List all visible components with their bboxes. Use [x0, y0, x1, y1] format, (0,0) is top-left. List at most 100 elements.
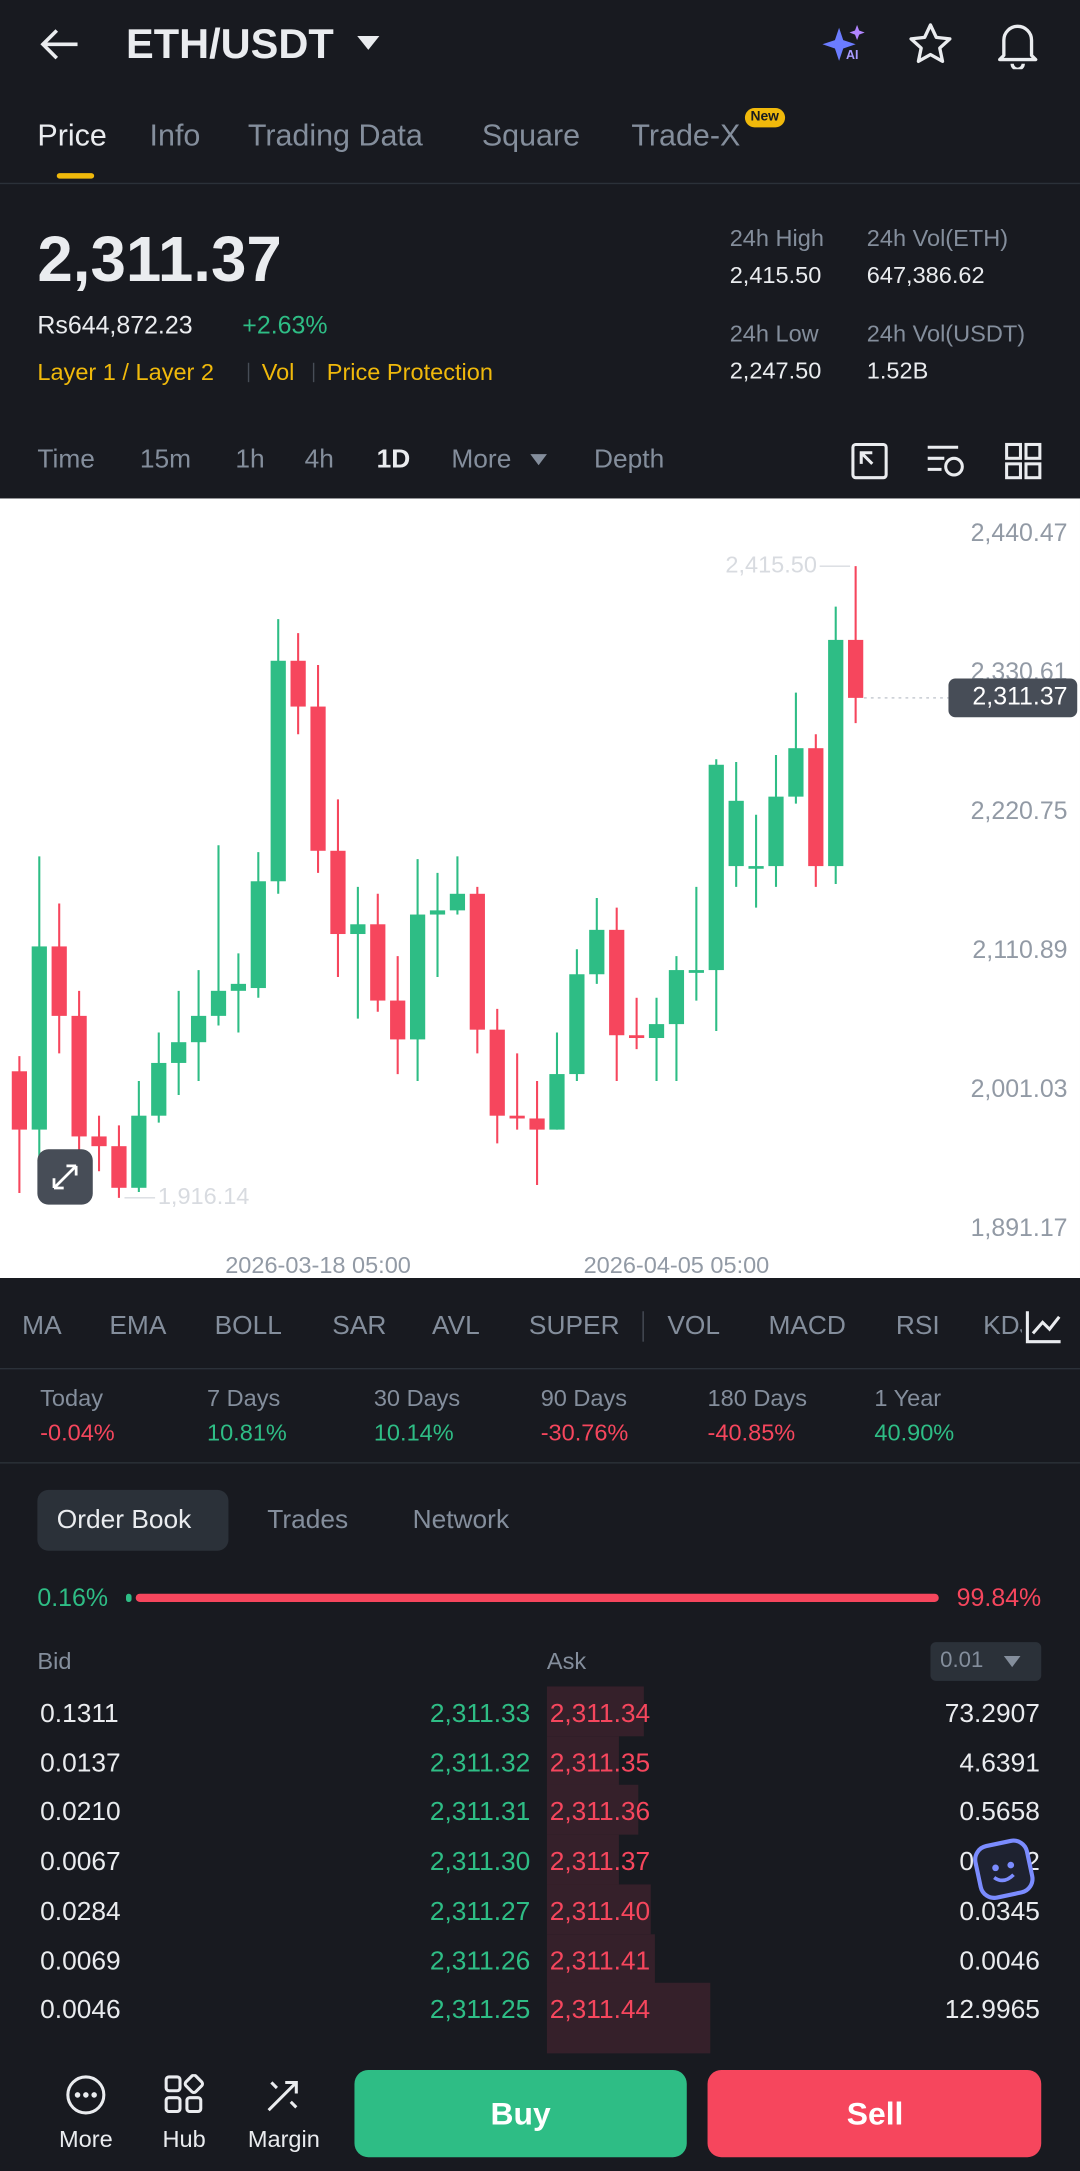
- candle-body: [848, 639, 864, 698]
- sell-button[interactable]: [707, 2069, 1042, 2158]
- candle-body: [350, 924, 366, 935]
- stat-value: 647,386.62: [866, 262, 985, 289]
- stat-value: 1.52B: [866, 357, 929, 385]
- book-tab[interactable]: Network: [412, 1505, 510, 1535]
- period-label: 7 Days: [206, 1385, 281, 1412]
- bid-price[interactable]: 2,311.30: [429, 1847, 531, 1877]
- back-button[interactable]: [36, 25, 83, 64]
- bid-price[interactable]: 2,311.31: [429, 1798, 531, 1828]
- bid-header: Bid: [37, 1648, 72, 1675]
- expand-button[interactable]: [37, 1149, 93, 1205]
- footer-nav-label[interactable]: Margin: [247, 2126, 320, 2153]
- ask-price[interactable]: 2,311.40: [549, 1897, 651, 1927]
- indicator-tab[interactable]: MACD: [768, 1311, 846, 1341]
- assistant-button[interactable]: [969, 1835, 1044, 1904]
- interval-tab[interactable]: Time: [37, 445, 95, 475]
- nav-tab[interactable]: Square: [481, 117, 581, 153]
- pair-title[interactable]: ETH/USDT: [125, 22, 334, 68]
- indicator-tab[interactable]: BOLL: [214, 1311, 282, 1341]
- chart-settings-icon[interactable]: [925, 442, 967, 481]
- indicator-tab[interactable]: RSI: [895, 1311, 940, 1341]
- interval-tab[interactable]: 4h: [304, 445, 334, 475]
- footer-nav-label[interactable]: Hub: [162, 2126, 206, 2153]
- tag[interactable]: Price Protection: [326, 359, 493, 386]
- favorite-button[interactable]: [907, 21, 954, 68]
- pair-dropdown[interactable]: [356, 35, 381, 52]
- chart-tool-icon[interactable]: [850, 442, 889, 481]
- candle-body: [71, 1015, 87, 1137]
- bid-price[interactable]: 2,311.32: [429, 1749, 531, 1779]
- period-label: 90 Days: [540, 1385, 628, 1412]
- candle-body: [51, 946, 67, 1016]
- indicator-tab[interactable]: SUPER: [528, 1311, 620, 1341]
- footer-nav-label[interactable]: More: [59, 2126, 113, 2153]
- period-change: 10.81%: [206, 1419, 287, 1447]
- bid-price[interactable]: 2,311.33: [429, 1699, 531, 1729]
- precision-select[interactable]: [930, 1642, 1042, 1681]
- ask-price[interactable]: 2,311.44: [549, 1996, 651, 2026]
- layout-icon[interactable]: [1004, 442, 1043, 481]
- period-label: 30 Days: [373, 1385, 461, 1412]
- more-icon[interactable]: [65, 2074, 107, 2116]
- ai-icon[interactable]: [820, 22, 870, 69]
- candle-body: [449, 893, 466, 911]
- candle-body: [668, 970, 685, 1025]
- price-change: +2.63%: [242, 311, 328, 340]
- price-chart: 1,891.172,001.032,110.892,220.752,330.61…: [0, 498, 1080, 1278]
- nav-tab[interactable]: Info: [149, 117, 201, 153]
- nav-tab[interactable]: Trading Data: [247, 117, 423, 153]
- buy-label[interactable]: Buy: [490, 2095, 551, 2132]
- indicator-tab[interactable]: VOL: [667, 1311, 721, 1341]
- ask-price[interactable]: 2,311.41: [549, 1946, 651, 1976]
- indicator-tab[interactable]: SAR: [332, 1311, 387, 1341]
- alert-button[interactable]: [994, 19, 1041, 70]
- hub-icon[interactable]: [163, 2074, 205, 2116]
- depth-bar: [546, 1884, 651, 1935]
- bid-price[interactable]: 2,311.27: [429, 1897, 531, 1927]
- margin-icon[interactable]: [263, 2074, 305, 2116]
- fiat-price: Rs644,872.23: [37, 311, 193, 340]
- indicator-tab[interactable]: EMA: [109, 1311, 167, 1341]
- nav-tab[interactable]: Trade-X: [631, 117, 741, 153]
- indicator-settings[interactable]: [1023, 1307, 1065, 1346]
- interval-tab[interactable]: More: [451, 445, 512, 475]
- candle-body: [230, 983, 247, 991]
- candle-body: [589, 929, 605, 975]
- tag[interactable]: Vol: [261, 359, 295, 386]
- more-caret: [530, 454, 547, 466]
- high-label: 2,415.50: [725, 551, 817, 577]
- tag[interactable]: Layer 1 / Layer 2: [37, 359, 215, 386]
- ask-quantity: 12.9965: [944, 1996, 1040, 2026]
- interval-tab[interactable]: 1h: [235, 445, 265, 475]
- candle-body: [629, 1035, 645, 1039]
- bid-ratio-bar: [125, 1593, 132, 1602]
- depth-bar: [546, 1983, 711, 2054]
- nav-tab[interactable]: Price: [37, 117, 107, 153]
- ask-price[interactable]: 2,311.34: [549, 1699, 651, 1729]
- interval-tab[interactable]: 1D: [376, 445, 411, 475]
- depth-bar: [546, 1686, 644, 1737]
- bid-quantity: 0.0069: [40, 1946, 121, 1976]
- ask-price[interactable]: 2,311.36: [549, 1798, 651, 1828]
- stat-value: 2,415.50: [729, 262, 822, 289]
- indicator-tab[interactable]: KDJ: [983, 1311, 1022, 1341]
- period-change: 40.90%: [874, 1419, 955, 1447]
- sell-label[interactable]: Sell: [846, 2095, 904, 2132]
- precision-value[interactable]: 0.01: [940, 1649, 984, 1673]
- candle-body: [688, 970, 704, 973]
- depth-bar: [546, 1785, 639, 1836]
- period-label: 1 Year: [874, 1385, 942, 1412]
- bid-price[interactable]: 2,311.26: [429, 1946, 531, 1976]
- ask-price[interactable]: 2,311.35: [549, 1749, 651, 1779]
- bid-price[interactable]: 2,311.25: [429, 1996, 531, 2026]
- indicator-tab[interactable]: AVL: [431, 1311, 480, 1341]
- book-tab[interactable]: Order Book: [56, 1505, 192, 1535]
- book-tab[interactable]: Trades: [267, 1505, 349, 1535]
- buy-button[interactable]: [354, 2069, 687, 2158]
- ask-price[interactable]: 2,311.37: [549, 1847, 651, 1877]
- interval-tab[interactable]: Depth: [593, 445, 665, 475]
- interval-tab[interactable]: 15m: [139, 445, 192, 475]
- new-badge: New: [744, 107, 785, 128]
- bid-quantity: 0.0046: [40, 1996, 121, 2026]
- indicator-tab[interactable]: MA: [22, 1311, 62, 1341]
